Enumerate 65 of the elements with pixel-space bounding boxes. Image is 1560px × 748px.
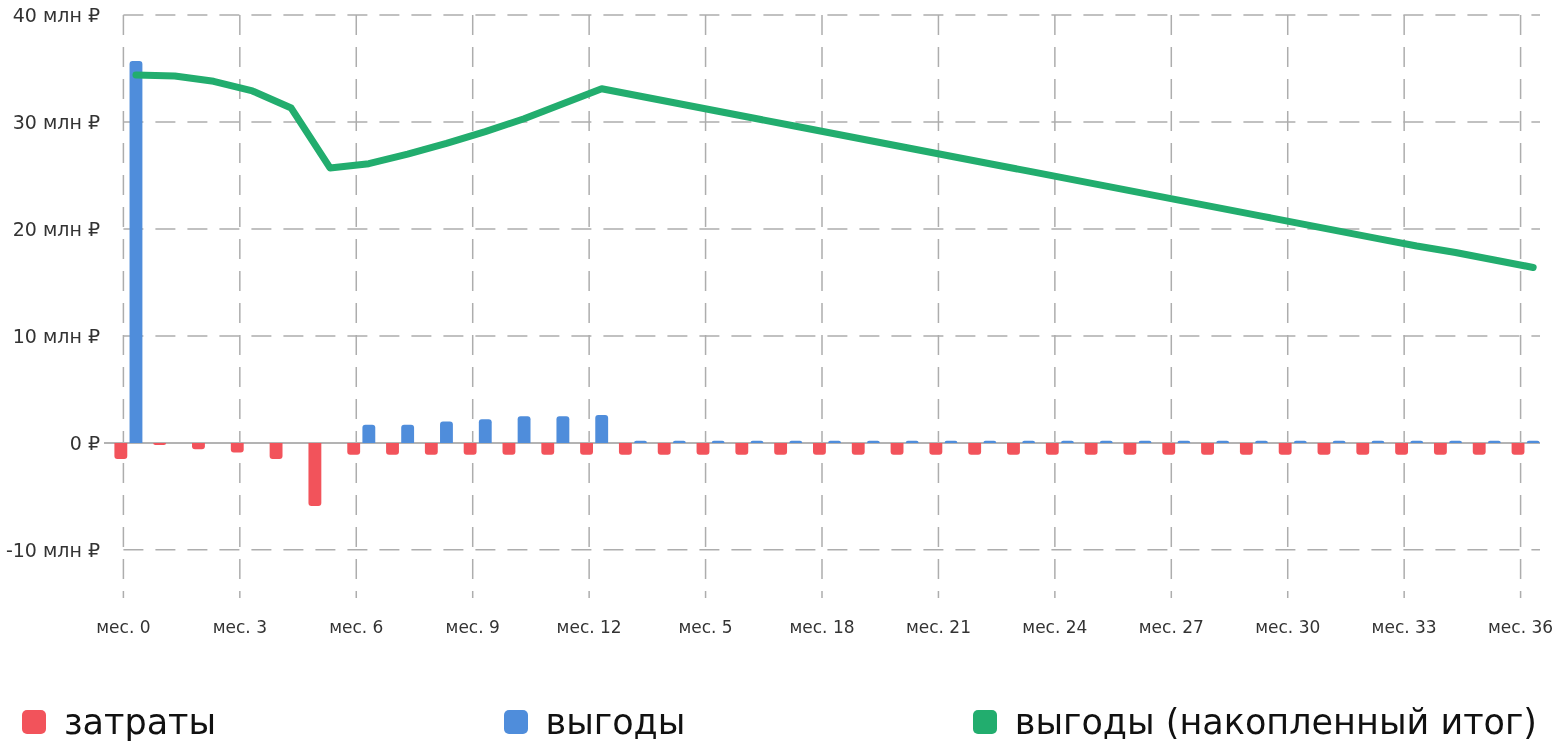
bar [541,442,555,455]
bar [657,442,671,455]
x-tick-label: мес. 36 [1488,617,1554,637]
bar [1201,442,1214,455]
bar [735,442,749,455]
bar [1162,442,1176,455]
bar [1356,442,1370,455]
bar [463,442,477,455]
bar [1317,442,1331,455]
x-tick-label: мес. 27 [1138,617,1204,637]
x-tick-label: мес. 24 [1022,617,1088,637]
bar [269,442,283,459]
y-tick-label: 10 млн ₽ [12,324,100,347]
bar [1007,442,1020,455]
bar [618,442,632,455]
bar [1278,442,1292,455]
bar [556,416,570,443]
y-tick-label: 40 млн ₽ [12,4,100,26]
y-tick-label: 0 ₽ [69,431,100,454]
bar [347,442,361,455]
y-tick-label: -10 млн ₽ [5,538,100,561]
bar [114,442,128,459]
bar [1395,442,1409,455]
x-tick-label: мес. 12 [556,617,622,637]
bar [1472,442,1486,455]
bar [502,442,516,455]
legend-label: затраты [64,702,217,742]
x-tick-label: мес. 33 [1371,617,1437,637]
bar [308,442,322,506]
bar [1511,442,1525,455]
bar [968,442,982,455]
y-tick-label: 20 млн ₽ [12,217,100,240]
x-tick-label: мес. 6 [329,617,384,637]
bar [929,442,943,455]
bar [813,442,826,455]
bar [851,442,865,455]
bar [478,419,492,443]
x-tick-label: мес. 21 [905,617,971,637]
x-tick-label: мес. 3 [212,617,267,637]
x-tick-label: мес. 9 [445,617,500,637]
x-tick-label: мес. 18 [789,617,855,637]
bar [230,442,244,453]
bar [362,424,376,443]
x-tick-label: мес. 5 [678,617,733,637]
x-tick-label: мес. 0 [96,617,151,637]
bar [1045,442,1059,455]
bar [1084,442,1098,455]
bar [890,442,904,455]
legend-label: выгоды [545,702,686,742]
bar [1239,442,1253,455]
x-tick-label: мес. 30 [1255,617,1321,637]
bar [517,416,531,443]
bar [696,442,710,455]
bar [386,442,399,455]
bar [440,421,453,443]
bar [580,442,593,455]
bar [1433,442,1447,455]
bar [595,415,609,443]
bar [424,442,438,455]
bar [1123,442,1137,455]
bar [129,61,143,443]
bar [774,442,788,455]
bar [401,424,415,443]
y-tick-label: 30 млн ₽ [12,110,100,133]
legend-label: выгоды (накопленный итог) [1014,702,1537,742]
